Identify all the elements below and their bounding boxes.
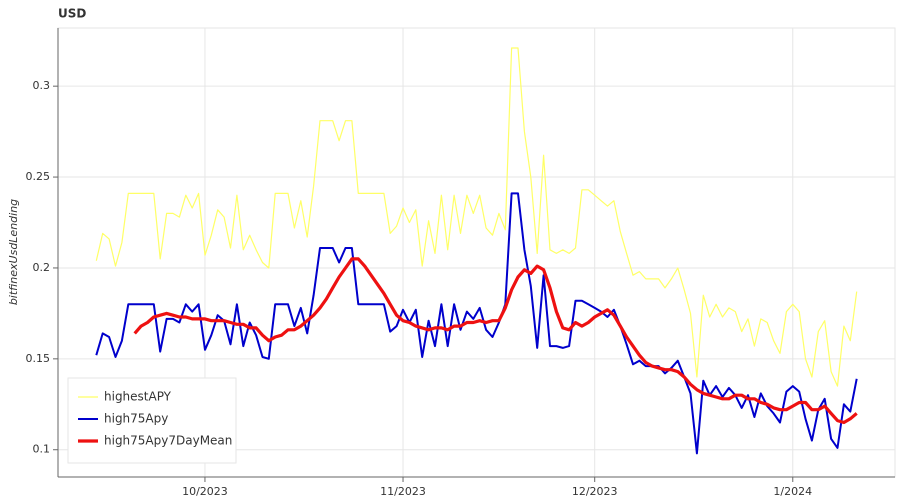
series-line [133,257,858,425]
y-tick-label: 0.15 [26,352,51,365]
chart-title: USD [58,7,86,21]
y-tick-label: 0.2 [33,261,51,274]
y-tick-label: 0.1 [33,443,51,456]
legend-label: highestAPY [104,390,172,404]
x-tick-label: 12/2023 [572,485,618,498]
y-axis-label: bitfinexUsdLending [7,199,20,305]
y-tick-label: 0.25 [26,170,51,183]
x-tick-label: 10/2023 [182,485,228,498]
x-tick-label: 1/2024 [773,485,812,498]
legend-label: high75Apy7DayMean [104,434,232,448]
y-tick-label: 0.3 [33,79,51,92]
series-line [95,47,858,387]
legend-box [67,377,237,464]
x-tick-label: 11/2023 [380,485,426,498]
legend-label: high75Apy [104,412,168,426]
